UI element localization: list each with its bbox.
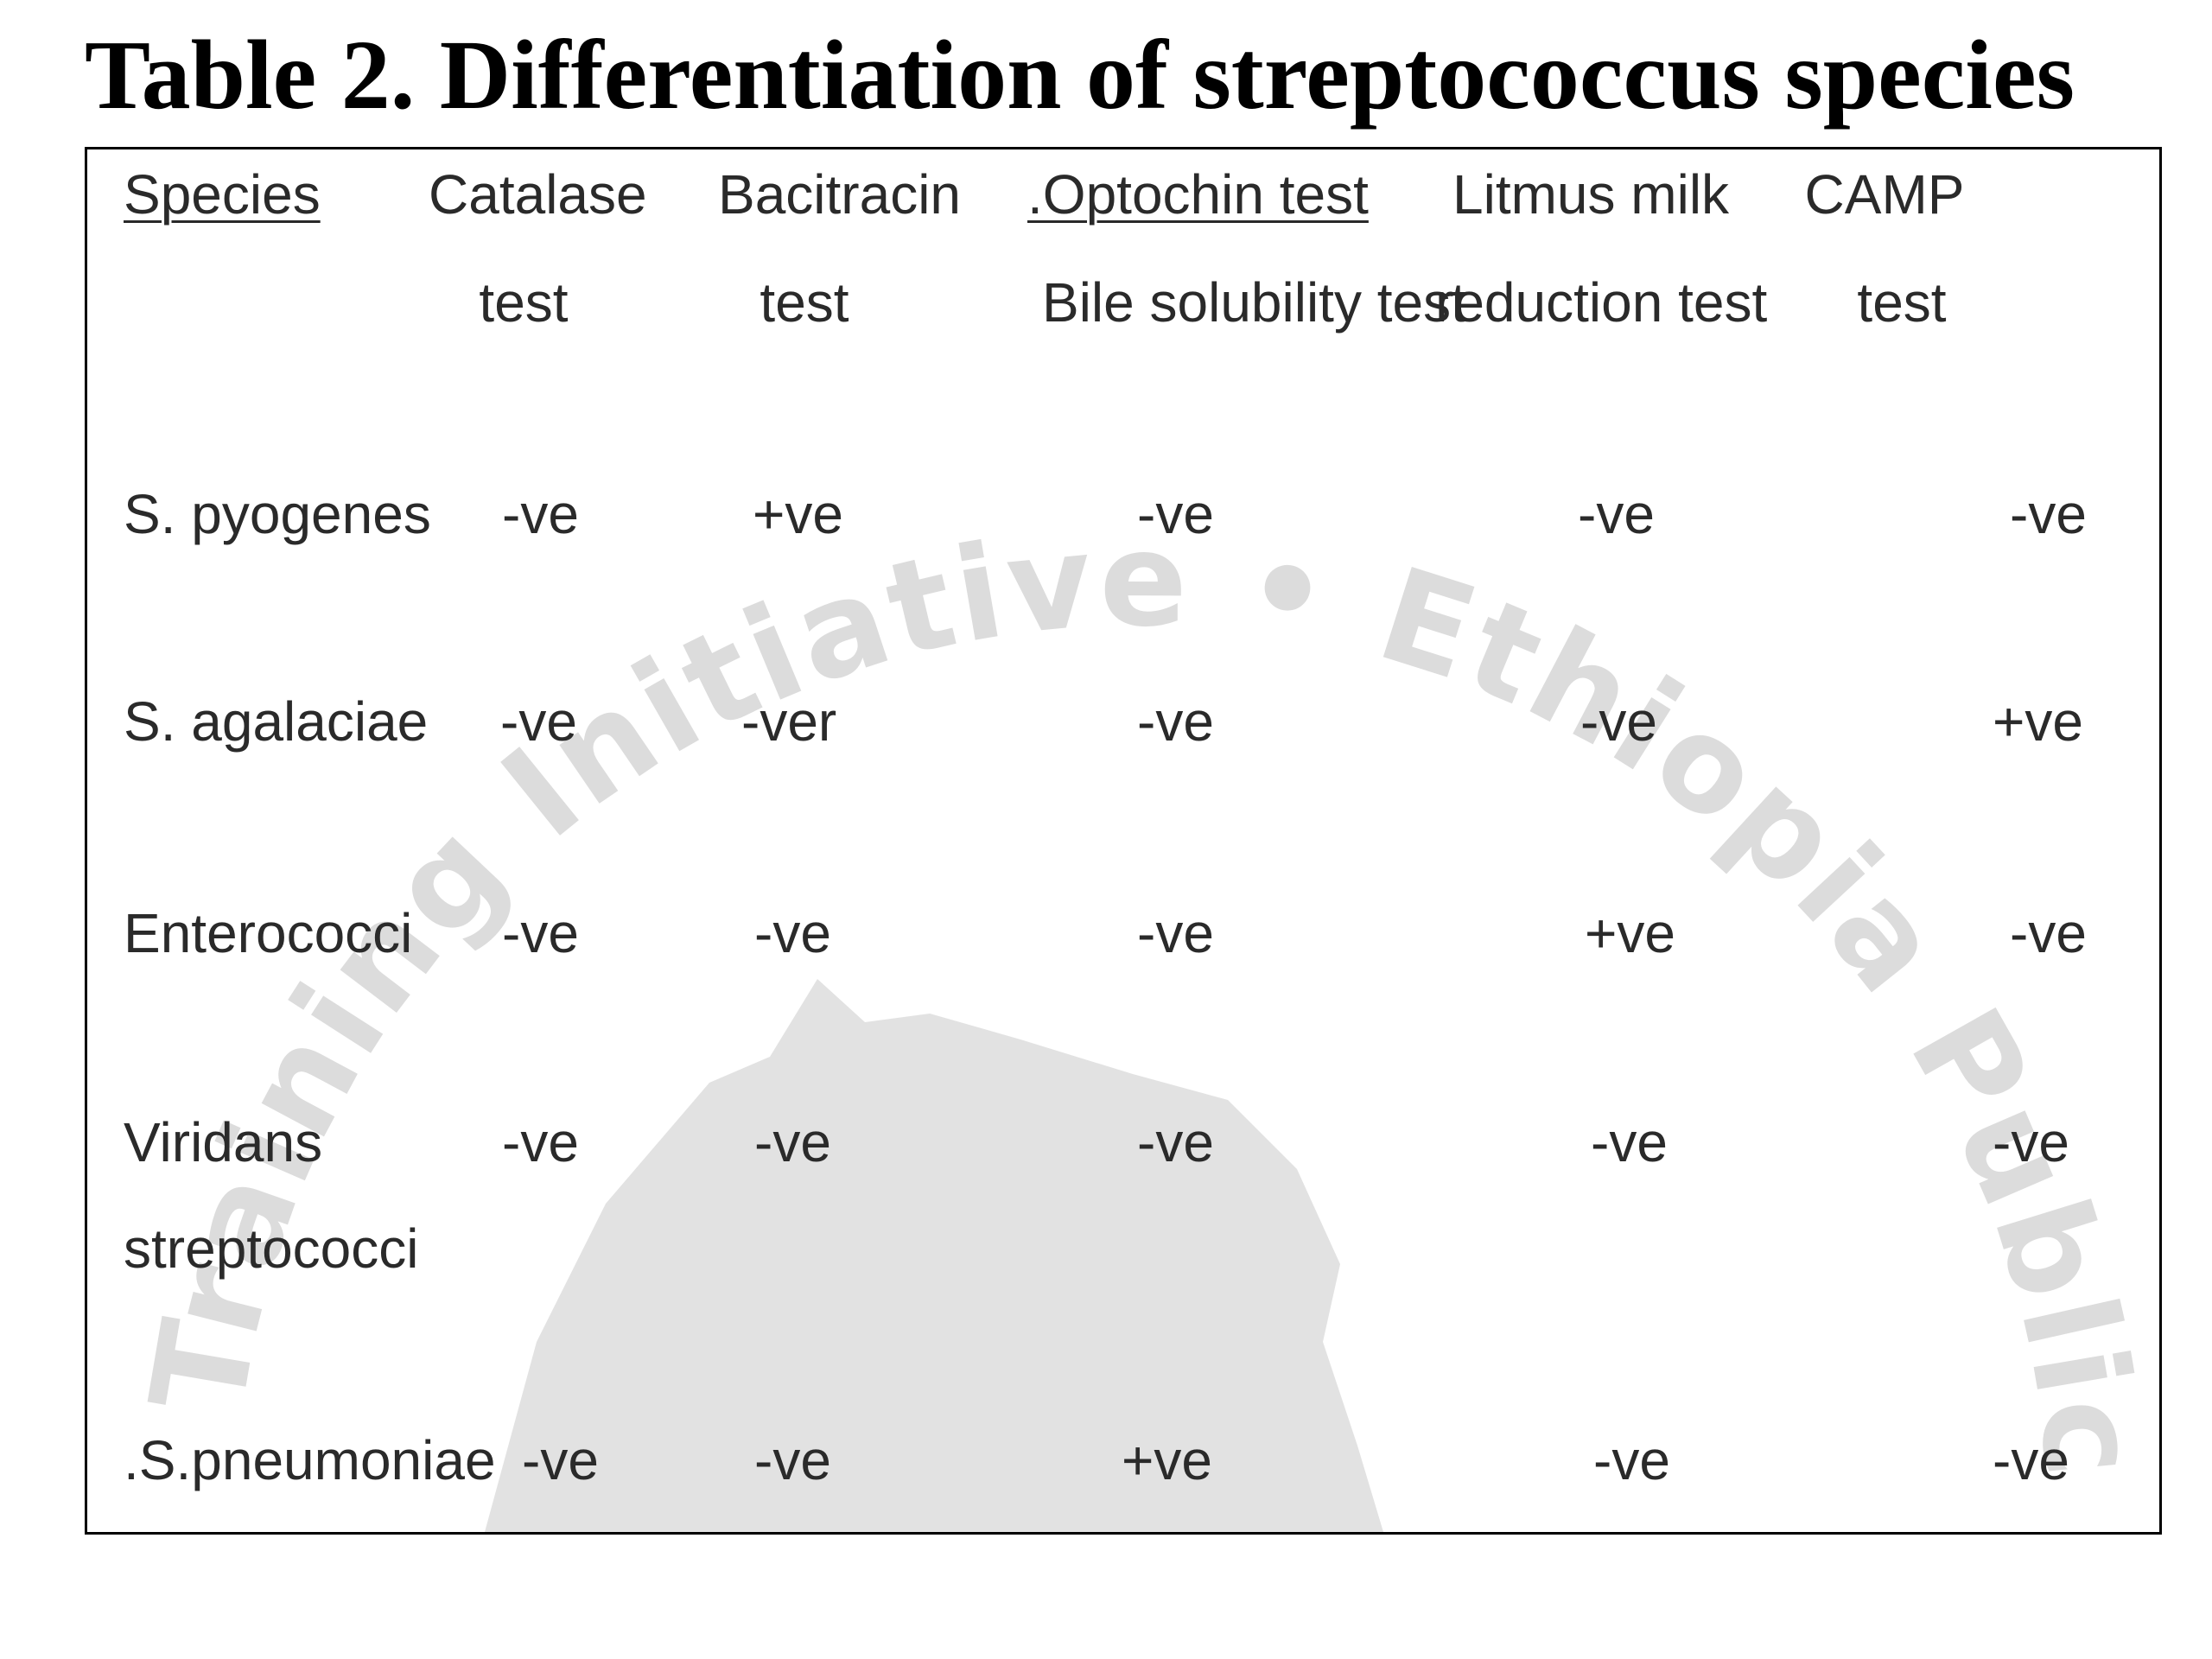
table-cell-camp: -ve xyxy=(2010,902,2087,964)
table-row-species: S. pyogenes xyxy=(124,483,431,545)
table-row-species: .S.pneumoniae xyxy=(124,1429,496,1491)
table-cell-catalase: -ve xyxy=(500,690,577,753)
header-litmus-line2: reduction test xyxy=(1435,271,1768,334)
header-optochin-line2: Bile solubility test xyxy=(1042,271,1466,334)
table-cell-bacitracin: +ve xyxy=(753,483,843,545)
table-cell-camp: -ve xyxy=(2010,483,2087,545)
table-cell-catalase: -ve xyxy=(522,1429,599,1491)
table-cell-optochin: -ve xyxy=(1137,483,1214,545)
table-cell-litmus: -ve xyxy=(1580,690,1657,753)
table-cell-optochin: -ve xyxy=(1137,690,1214,753)
header-species: Species xyxy=(124,163,321,226)
header-bacitracin-line2: test xyxy=(760,271,849,334)
header-bacitracin-line1: Bacitracin xyxy=(718,163,961,226)
header-camp-line1: CAMP xyxy=(1804,163,1965,226)
table-cell-bacitracin: -ver xyxy=(741,690,837,753)
table-cell-litmus: +ve xyxy=(1585,902,1675,964)
species-table: Training Initiative • Ethiopia Public He… xyxy=(85,147,2162,1535)
table-row-species: Enterococci xyxy=(124,902,413,964)
table-cell-camp: -ve xyxy=(1993,1111,2069,1173)
table-row-species: Viridans xyxy=(124,1111,323,1173)
table-cell-litmus: -ve xyxy=(1591,1111,1668,1173)
header-optochin-line1: .Optochin test xyxy=(1027,163,1369,226)
watermark-map-silhouette xyxy=(485,979,1383,1532)
table-cell-bacitracin: -ve xyxy=(754,902,831,964)
table-row-species: S. agalaciae xyxy=(124,690,429,753)
table-cell-bacitracin: -ve xyxy=(754,1429,831,1491)
table-cell-catalase: -ve xyxy=(502,483,579,545)
table-cell-catalase: -ve xyxy=(502,1111,579,1173)
table-cell-camp: -ve xyxy=(1993,1429,2069,1491)
table-cell-optochin: -ve xyxy=(1137,1111,1214,1173)
watermark-seal: Training Initiative • Ethiopia Public He xyxy=(87,149,2159,1532)
table-row-species-line2: streptococci xyxy=(124,1217,419,1280)
table-cell-litmus: -ve xyxy=(1593,1429,1670,1491)
table-cell-catalase: -ve xyxy=(502,902,579,964)
table-cell-litmus: -ve xyxy=(1578,483,1655,545)
header-litmus-line1: Litmus milk xyxy=(1452,163,1730,226)
document-title: Table 2. Differentiation of streptococcu… xyxy=(85,20,2075,130)
table-cell-bacitracin: -ve xyxy=(754,1111,831,1173)
table-cell-optochin: -ve xyxy=(1137,902,1214,964)
header-camp-line2: test xyxy=(1857,271,1947,334)
table-cell-camp: +ve xyxy=(1993,690,2083,753)
header-catalase-line2: test xyxy=(479,271,569,334)
header-catalase-line1: Catalase xyxy=(429,163,647,226)
table-cell-optochin: +ve xyxy=(1122,1429,1212,1491)
